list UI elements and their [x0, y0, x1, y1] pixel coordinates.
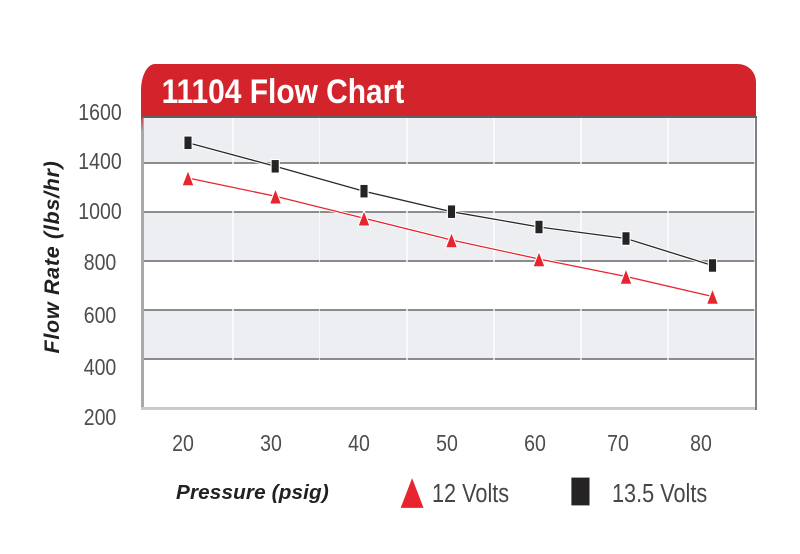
svg-text:11104 Flow Chart: 11104 Flow Chart: [162, 72, 405, 111]
